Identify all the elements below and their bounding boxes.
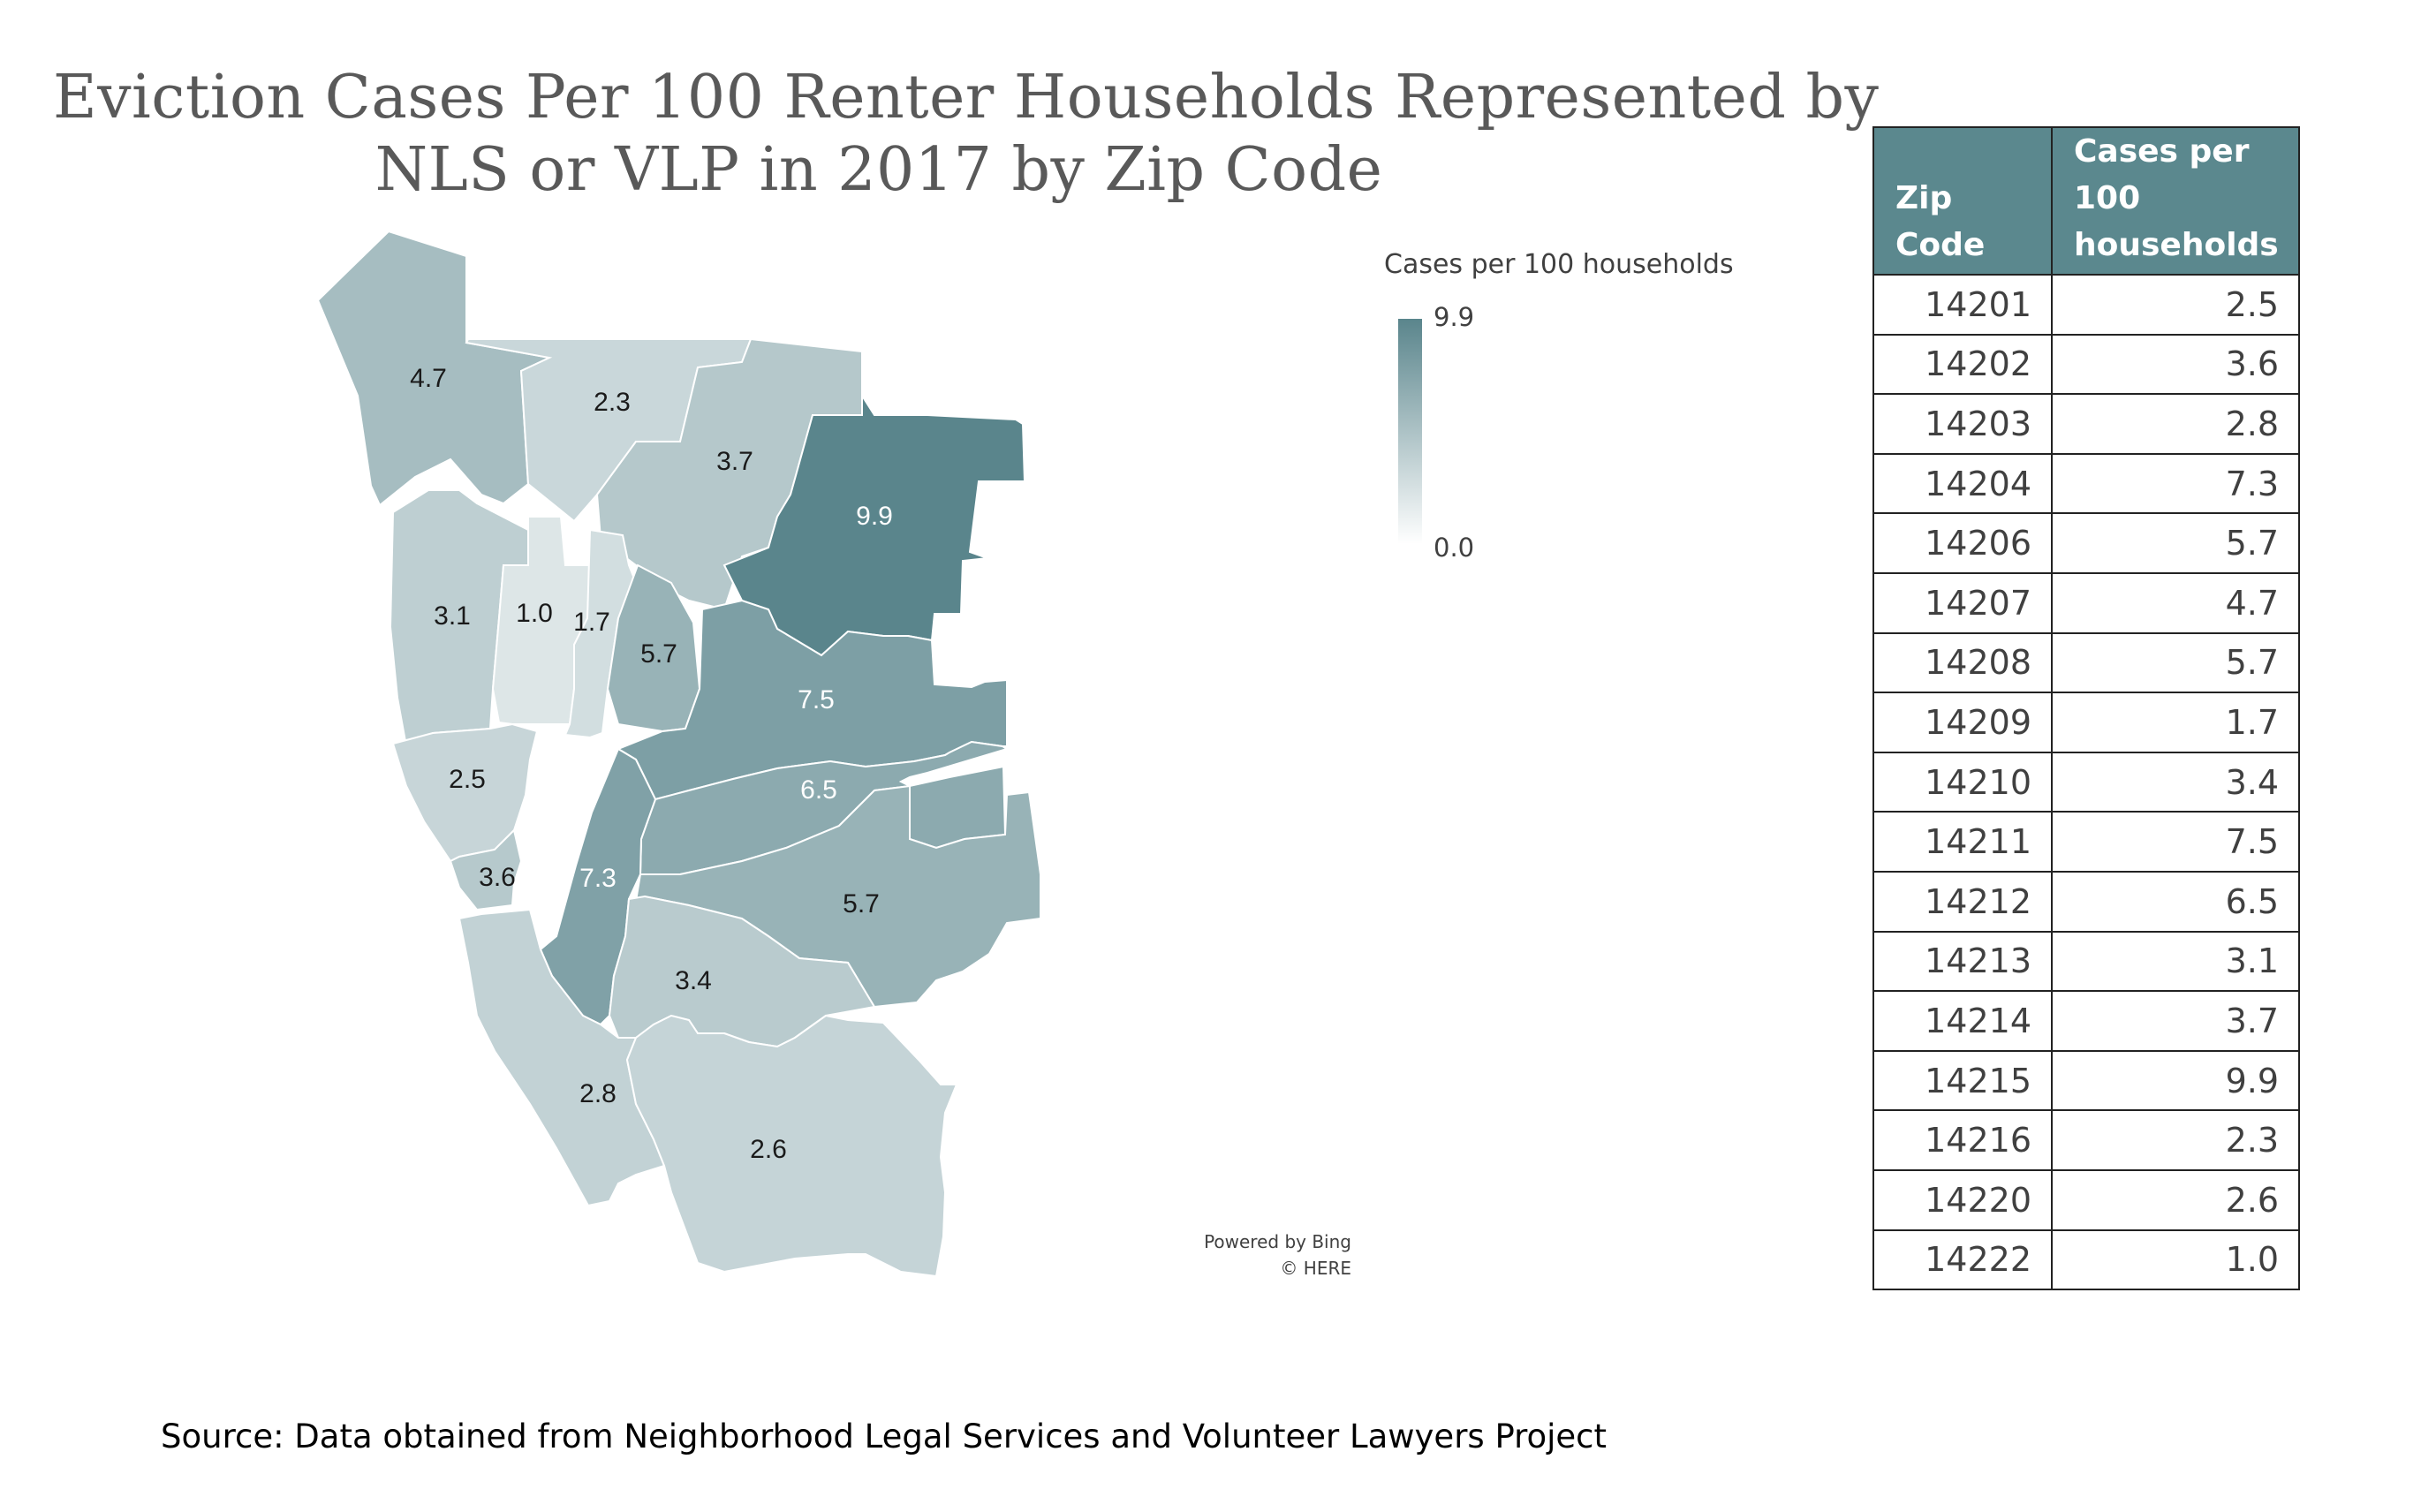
- cases-cell: 5.7: [2051, 631, 2300, 694]
- zip-region-label: 9.9: [856, 502, 893, 531]
- zip-cell: 14202: [1872, 333, 2053, 396]
- zip-region-label: 2.3: [594, 388, 631, 417]
- zip-cell: 14210: [1872, 751, 2053, 813]
- zip-region-14209: [564, 528, 639, 739]
- table-row: 14208 5.7: [1872, 631, 2300, 694]
- table-row: 14202 3.6: [1872, 333, 2300, 396]
- table-row: 14206 5.7: [1872, 512, 2300, 574]
- here-credit: © HERE: [1280, 1258, 1351, 1279]
- cases-cell: 6.5: [2051, 870, 2300, 933]
- table-row: 14201 2.5: [1872, 274, 2300, 336]
- cases-header-line-1: Cases per: [2074, 133, 2250, 170]
- zip-cell: 14208: [1872, 631, 2053, 694]
- map-regions: [316, 230, 1041, 1278]
- table-row: 14204 7.3: [1872, 452, 2300, 515]
- table-row: 14207 4.7: [1872, 571, 2300, 634]
- title-line-2: NLS or VLP in 2017 by Zip Code: [374, 135, 1383, 205]
- zip-region-label: 1.7: [573, 608, 610, 637]
- title-line-1: Eviction Cases Per 100 Renter Households…: [53, 63, 1880, 132]
- legend-max-label: 9.9: [1434, 302, 1475, 332]
- zip-cell: 14215: [1872, 1049, 2053, 1112]
- zip-region-label: 3.1: [434, 601, 471, 631]
- cases-cell: 2.6: [2051, 1168, 2300, 1231]
- zip-region-label: 3.4: [675, 966, 712, 995]
- zip-cell: 14206: [1872, 512, 2053, 574]
- zip-code-table: Zip Code Cases per 100 households 14201 2…: [1872, 126, 2300, 1291]
- zip-cell: 14201: [1872, 274, 2053, 336]
- zip-region-14201: [391, 722, 539, 863]
- cases-header-line-3: households: [2074, 227, 2279, 263]
- zip-cell: 14216: [1872, 1109, 2053, 1171]
- zip-region-label: 3.6: [479, 863, 516, 892]
- legend-title: Cases per 100 households: [1384, 249, 1734, 280]
- cases-cell: 2.5: [2051, 274, 2300, 336]
- cases-cell: 1.7: [2051, 692, 2300, 753]
- zip-region-label: 4.7: [410, 364, 447, 393]
- table-row: 14212 6.5: [1872, 870, 2300, 933]
- zip-cell: 14211: [1872, 811, 2053, 873]
- table-row: 14203 2.8: [1872, 393, 2300, 455]
- table-header-row: Zip Code Cases per 100 households: [1872, 126, 2300, 276]
- cases-cell: 1.0: [2051, 1228, 2300, 1291]
- zip-cell: 14222: [1872, 1228, 2053, 1291]
- zip-cell: 14204: [1872, 452, 2053, 515]
- zip-cell: 14209: [1872, 692, 2053, 753]
- zip-region-label: 2.6: [750, 1135, 787, 1164]
- zip-region-label: 5.7: [640, 639, 677, 669]
- table-row: 14215 9.9: [1872, 1049, 2300, 1112]
- table-body: 14201 2.5 14202 3.6 14203 2.8 14204 7.3 14206 5.7…: [1872, 274, 2300, 1291]
- zip-region-14202: [449, 828, 523, 911]
- zip-region-14207: [316, 230, 553, 507]
- cases-cell: 2.3: [2051, 1109, 2300, 1171]
- zip-region-14222: [491, 516, 592, 725]
- zip-cell: 14213: [1872, 930, 2053, 993]
- cases-cell: 4.7: [2051, 571, 2300, 634]
- table-row: 14220 2.6: [1872, 1168, 2300, 1231]
- zip-region-label: 7.3: [579, 864, 617, 893]
- bing-credit: Powered by Bing: [1204, 1231, 1351, 1252]
- zip-region-label: 6.5: [800, 775, 837, 805]
- cases-cell: 3.4: [2051, 751, 2300, 813]
- zip-region-label: 3.7: [716, 447, 753, 476]
- cases-cell: 3.6: [2051, 333, 2300, 396]
- cases-cell: 3.7: [2051, 990, 2300, 1052]
- table-row: 14211 7.5: [1872, 811, 2300, 873]
- table-row: 14209 1.7: [1872, 692, 2300, 753]
- zip-region-label: 2.8: [579, 1079, 617, 1108]
- cases-cell: 5.7: [2051, 512, 2300, 574]
- cases-header: Cases per 100 households: [2051, 126, 2300, 276]
- cases-header-line-2: 100: [2074, 180, 2141, 216]
- legend-gradient-bar: [1398, 319, 1422, 544]
- chart-title: Eviction Cases Per 100 Renter Households…: [53, 62, 1880, 207]
- cases-cell: 7.3: [2051, 452, 2300, 515]
- zip-region-label: 1.0: [516, 599, 553, 628]
- cases-cell: 7.5: [2051, 811, 2300, 873]
- source-note: Source: Data obtained from Neighborhood …: [161, 1418, 1608, 1455]
- cases-cell: 2.8: [2051, 393, 2300, 455]
- table-row: 14222 1.0: [1872, 1228, 2300, 1291]
- zip-cell: 14214: [1872, 990, 2053, 1052]
- legend-min-label: 0.0: [1434, 533, 1475, 563]
- zip-cell: 14212: [1872, 870, 2053, 933]
- table-row: 14216 2.3: [1872, 1109, 2300, 1171]
- table-row: 14214 3.7: [1872, 990, 2300, 1052]
- table-row: 14213 3.1: [1872, 930, 2300, 993]
- map-labels: 4.7 2.3 3.7 9.9 3.1 1.0 1.7 5.7 7.5 2.5 6.5 3.6 7.3 5…: [410, 364, 893, 1164]
- zip-region-label: 7.5: [798, 685, 835, 714]
- zip-region-label: 2.5: [449, 765, 486, 794]
- zip-code-header: Zip Code: [1872, 126, 2053, 276]
- zip-cell: 14220: [1872, 1168, 2053, 1231]
- zip-cell: 14203: [1872, 393, 2053, 455]
- zip-region-14220: [625, 1014, 958, 1278]
- table-row: 14210 3.4: [1872, 751, 2300, 813]
- zip-region-label: 5.7: [843, 889, 880, 919]
- cases-cell: 9.9: [2051, 1049, 2300, 1112]
- zip-cell: 14207: [1872, 571, 2053, 634]
- cases-cell: 3.1: [2051, 930, 2300, 993]
